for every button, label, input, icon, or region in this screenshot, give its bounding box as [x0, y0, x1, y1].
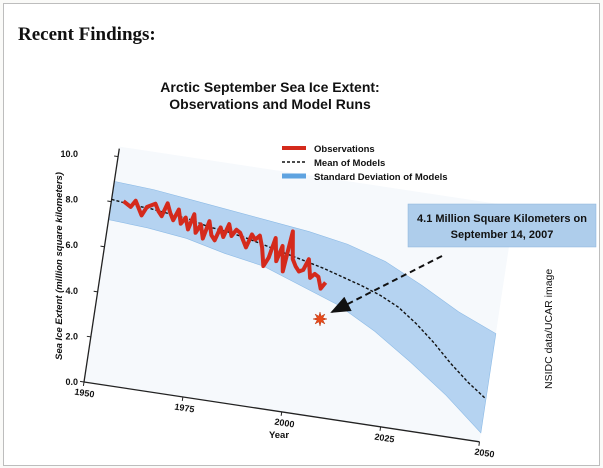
y-tick-mark — [107, 200, 112, 203]
y-tick-mark — [86, 335, 91, 338]
y-tick-mark — [100, 245, 105, 248]
callout-box — [407, 203, 597, 248]
sea-ice-chart: Arctic September Sea Ice Extent: Observa… — [54, 79, 597, 460]
callout-text-line-1: 4.1 Million Square Kilometers on — [417, 213, 587, 225]
page-heading: Recent Findings: — [18, 24, 156, 45]
series-line-observations — [122, 198, 328, 291]
axes — [79, 148, 480, 446]
callout-arrow — [330, 255, 443, 313]
legend-label-std-dev: Standard Deviation of Models — [314, 172, 448, 183]
image-credit: NSIDC data/UCAR image — [543, 269, 555, 389]
chart-title-line-2: Observations and Model Runs — [169, 96, 371, 112]
x-tick-mark — [181, 396, 184, 401]
annotation-callout: 4.1 Million Square Kilometers on Septemb… — [312, 203, 597, 327]
x-tick-mark — [280, 411, 283, 416]
std-dev-band-area — [108, 181, 497, 434]
chart-title-line-1: Arctic September Sea Ice Extent: — [160, 79, 379, 95]
y-tick-label: 6.0 — [65, 240, 78, 250]
x-tick-label: 2025 — [374, 432, 395, 445]
legend-label-observations: Observations — [314, 144, 375, 155]
std-dev-band — [108, 181, 497, 434]
y-tick-label: 4.0 — [65, 286, 78, 296]
y-tick-label: 0.0 — [65, 377, 78, 387]
y-tick-label: 2.0 — [65, 331, 78, 341]
star-marker-2007 — [312, 311, 328, 327]
x-tick-label: 2000 — [274, 417, 295, 430]
y-tick-label: 8.0 — [65, 195, 78, 205]
y-tick-mark — [79, 380, 85, 383]
x-axis-label: Year — [269, 430, 289, 441]
x-tick-mark — [478, 441, 480, 446]
y-axis-line — [83, 148, 120, 383]
y-tick-label: 10.0 — [60, 149, 78, 159]
x-axis-ticks: 1950 1975 2000 2025 2050 — [74, 387, 495, 460]
legend: Observations Mean of Models Standard Dev… — [282, 144, 448, 183]
series-lines — [111, 198, 487, 400]
y-tick-mark — [93, 290, 98, 293]
x-tick-mark — [379, 426, 382, 431]
x-tick-label: 1975 — [174, 402, 195, 415]
y-tick-mark — [114, 155, 119, 158]
y-axis-ticks: 0.0 2.0 4.0 6.0 8.0 10.0 — [60, 149, 78, 387]
legend-label-mean-of-models: Mean of Models — [314, 158, 385, 169]
x-tick-label: 1950 — [74, 387, 95, 400]
x-tick-mark — [82, 381, 85, 387]
y-axis-label: Sea Ice Extent (million square kilometer… — [54, 172, 65, 360]
star-marker-shape — [312, 311, 328, 327]
x-tick-label: 2050 — [474, 447, 495, 460]
callout-text-line-2: September 14, 2007 — [451, 229, 554, 241]
slide: Recent Findings: Arctic September Sea Ic… — [3, 3, 600, 466]
